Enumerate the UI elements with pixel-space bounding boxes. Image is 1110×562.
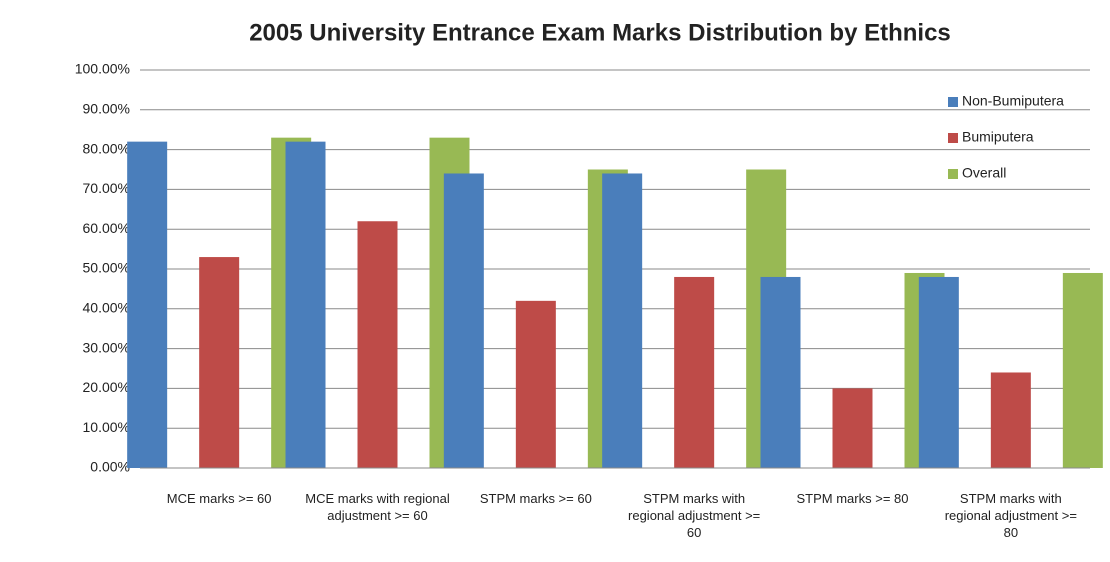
- y-tick-label: 100.00%: [75, 61, 130, 77]
- chart-title: 2005 University Entrance Exam Marks Dist…: [249, 19, 951, 46]
- bar: [199, 257, 240, 468]
- bar: [602, 173, 643, 469]
- bar: [990, 372, 1031, 468]
- bar: [357, 221, 398, 468]
- y-tick-label: 10.00%: [83, 419, 130, 435]
- x-tick-label: MCE marks >= 60: [166, 491, 272, 506]
- x-tick-label: STPM marks >= 80: [796, 491, 909, 506]
- bar: [832, 388, 873, 468]
- x-tick-label: STPM marks with regional adjustment >= 8…: [944, 491, 1077, 540]
- bar: [285, 141, 326, 468]
- y-tick-label: 90.00%: [83, 101, 130, 117]
- legend-swatch: [948, 133, 958, 143]
- bar: [515, 300, 556, 468]
- legend-label: Non-Bumiputera: [962, 93, 1064, 109]
- y-tick-label: 50.00%: [83, 260, 130, 276]
- y-tick-label: 80.00%: [83, 140, 130, 156]
- bar: [674, 276, 715, 468]
- legend-label: Overall: [962, 165, 1006, 181]
- legend-swatch: [948, 97, 958, 107]
- y-tick-label: 60.00%: [83, 220, 130, 236]
- y-tick-label: 30.00%: [83, 339, 130, 355]
- legend-label: Bumiputera: [962, 129, 1034, 145]
- x-tick-label: MCE marks with regional adjustment >= 60: [305, 491, 450, 523]
- y-tick-label: 70.00%: [83, 180, 130, 196]
- bar: [1062, 272, 1103, 468]
- y-tick-label: 0.00%: [90, 459, 130, 475]
- y-tick-label: 40.00%: [83, 300, 130, 316]
- bar: [443, 173, 484, 469]
- bar: [760, 276, 801, 468]
- x-tick-label: STPM marks with regional adjustment >= 6…: [628, 491, 761, 540]
- legend-swatch: [948, 169, 958, 179]
- bar: [918, 276, 959, 468]
- x-tick-label: STPM marks >= 60: [479, 491, 592, 506]
- bar: [127, 141, 168, 468]
- y-tick-label: 20.00%: [83, 379, 130, 395]
